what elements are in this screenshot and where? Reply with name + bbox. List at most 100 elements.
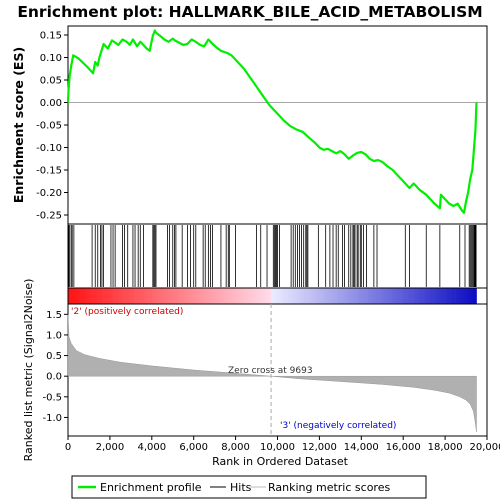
colorbar-segment — [294, 288, 297, 304]
colorbar-segment — [468, 288, 471, 304]
colorbar-segment — [128, 288, 132, 304]
colorbar-segment — [258, 288, 262, 304]
colorbar-segment — [176, 288, 180, 304]
colorbar-segment — [212, 288, 215, 304]
colorbar-segment — [417, 288, 421, 304]
colorbar-segment — [275, 288, 278, 304]
colorbar-segment — [218, 288, 222, 304]
colorbar-segment — [455, 288, 458, 304]
colorbar-segment — [304, 288, 308, 304]
x-tick-label: 16,000 — [386, 442, 421, 453]
x-tick-label: 10,000 — [260, 442, 295, 453]
colorbar-segment — [137, 288, 140, 304]
colorbar-segment — [109, 288, 113, 304]
colorbar-segment — [434, 288, 438, 304]
es-tick-label: -0.10 — [36, 143, 62, 154]
colorbar-segment — [93, 288, 96, 304]
colorbar-segment — [323, 288, 326, 304]
x-tick-label: 0 — [65, 442, 71, 453]
colorbar-segment — [126, 288, 130, 304]
colorbar-segment — [239, 288, 243, 304]
es-tick-label: -0.25 — [36, 211, 62, 222]
colorbar-segment — [426, 288, 429, 304]
colorbar-segment — [352, 288, 356, 304]
colorbar-segment — [422, 288, 425, 304]
colorbar-segment — [216, 288, 220, 304]
colorbar-segment — [443, 288, 446, 304]
colorbar-segment — [264, 288, 268, 304]
legend-es-label: Enrichment profile — [100, 481, 202, 494]
colorbar-segment — [409, 288, 412, 304]
colorbar-segment — [147, 288, 151, 304]
colorbar-segment — [99, 288, 102, 304]
colorbar-segment — [424, 288, 427, 304]
colorbar-segment — [438, 288, 442, 304]
positive-correlation-label: '2' (positively correlated) — [71, 307, 183, 317]
colorbar-segment — [451, 288, 454, 304]
colorbar-segment — [325, 288, 329, 304]
colorbar-segment — [143, 288, 146, 304]
colorbar-segment — [463, 288, 467, 304]
colorbar-segment — [290, 288, 293, 304]
es-tick-label: 0.15 — [40, 31, 62, 42]
colorbar-segment — [76, 288, 79, 304]
colorbar-segment — [269, 288, 272, 304]
legend-box — [71, 475, 427, 499]
colorbar-segment — [355, 288, 358, 304]
colorbar-segment — [440, 288, 444, 304]
colorbar-segment — [357, 288, 360, 304]
colorbar-segment — [321, 288, 324, 304]
colorbar-segment — [250, 288, 253, 304]
colorbar-segment — [338, 288, 341, 304]
colorbar-segment — [365, 288, 368, 304]
colorbar-segment — [193, 288, 197, 304]
colorbar-segment — [206, 288, 209, 304]
colorbar-segment — [248, 288, 251, 304]
colorbar-segment — [227, 288, 230, 304]
colorbar-segment — [231, 288, 234, 304]
colorbar-segment — [120, 288, 123, 304]
colorbar-segment — [390, 288, 394, 304]
colorbar-segment — [166, 288, 169, 304]
colorbar-segment — [260, 288, 264, 304]
colorbar-segment — [472, 288, 475, 304]
colorbar-segment — [407, 288, 410, 304]
colorbar-segment — [373, 288, 377, 304]
metric-area — [67, 314, 477, 432]
x-tick-label: 20,000 — [470, 442, 500, 453]
colorbar-segment — [82, 288, 86, 304]
colorbar-segment — [271, 288, 274, 304]
colorbar-segment — [375, 288, 379, 304]
colorbar-segment — [114, 288, 117, 304]
colorbar-segment — [308, 288, 312, 304]
colorbar-segment — [223, 288, 226, 304]
colorbar-segment — [111, 288, 115, 304]
colorbar-segment — [331, 288, 335, 304]
colorbar-segment — [233, 288, 236, 304]
colorbar-segment — [116, 288, 119, 304]
colorbar-segment — [145, 288, 148, 304]
colorbar-segment — [384, 288, 387, 304]
colorbar-segment — [130, 288, 134, 304]
legend-metric-label: Ranking metric scores — [268, 481, 390, 494]
colorbar-segment — [70, 288, 73, 304]
colorbar-segment — [225, 288, 228, 304]
colorbar-segment — [199, 288, 203, 304]
colorbar-segment — [306, 288, 310, 304]
es-tick-label: 0.00 — [40, 98, 62, 109]
colorbar-segment — [287, 288, 291, 304]
colorbar-segment — [220, 288, 224, 304]
colorbar-segment — [158, 288, 161, 304]
x-tick-label: 18,000 — [428, 442, 463, 453]
es-tick-label: 0.10 — [40, 53, 62, 64]
colorbar-segment — [432, 288, 435, 304]
colorbar-segment — [342, 288, 345, 304]
colorbar-segment — [474, 288, 477, 304]
colorbar-segment — [346, 288, 350, 304]
colorbar-segment — [72, 288, 75, 304]
colorbar-segment — [155, 288, 159, 304]
colorbar-segment — [334, 288, 337, 304]
es-axis: 0.15 0.10 0.05 0.00 -0.05 -0.10 -0.15 -0.20 -0.2… — [36, 31, 487, 222]
colorbar-segment — [313, 288, 316, 304]
